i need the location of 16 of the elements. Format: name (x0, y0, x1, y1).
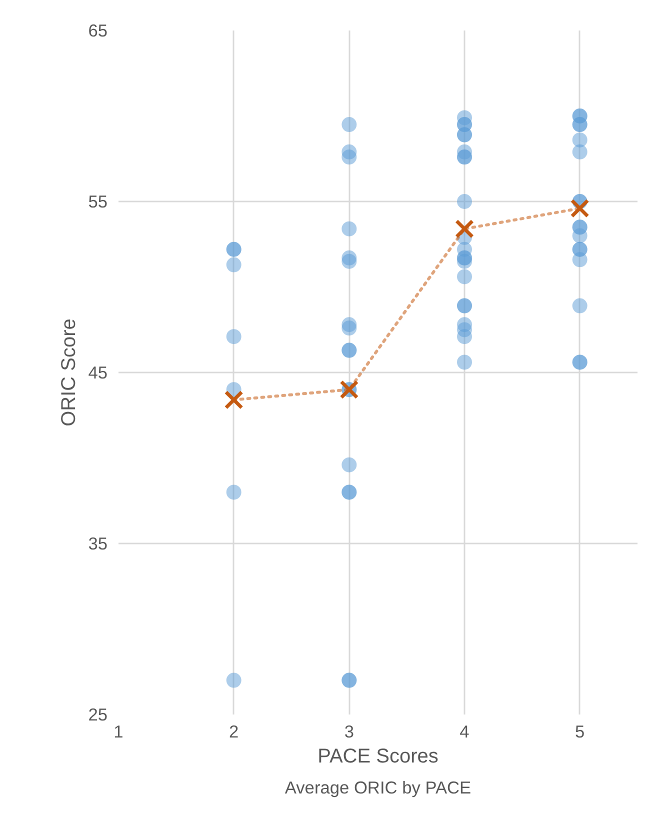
x-tick-label: 2 (229, 722, 239, 742)
y-axis-title: ORIC Score (58, 318, 80, 426)
y-tick-label: 25 (88, 704, 108, 724)
x-tick-label: 4 (460, 722, 470, 742)
x-tick-label: 1 (114, 722, 124, 742)
point (454, 219, 474, 238)
y-tick-label: 65 (88, 20, 108, 40)
x-tick-label: 5 (575, 722, 585, 742)
y-tick-label: 45 (88, 362, 108, 382)
point (570, 198, 590, 218)
point (224, 390, 244, 410)
text: Average ORIC by PACE (284, 778, 472, 798)
x-axis-title: PACE Scores (318, 746, 438, 768)
y-tick-label: 35 (88, 534, 108, 554)
x-tick-label: 3 (344, 722, 354, 742)
y-tick-label: 55 (88, 192, 108, 212)
